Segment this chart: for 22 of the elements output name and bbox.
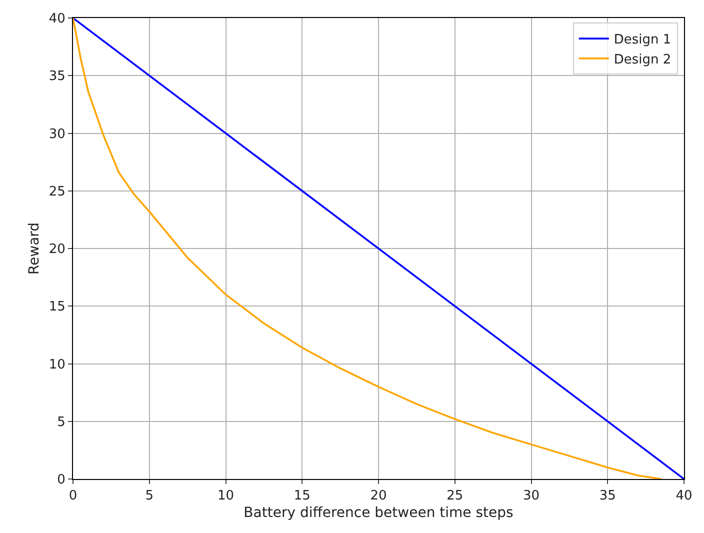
y-tick-label: 40	[48, 12, 66, 27]
x-tick-label: 5	[145, 488, 154, 504]
x-tick-label: 10	[217, 488, 234, 504]
y-tick-label: 30	[48, 126, 66, 142]
x-tick-label: 20	[370, 488, 387, 504]
y-tick-label: 10	[48, 357, 66, 372]
x-tick-label: 25	[446, 488, 464, 504]
y-tick-label: 15	[48, 300, 66, 315]
x-tick-label: 35	[599, 488, 616, 504]
legend-label: Design 2	[614, 52, 672, 68]
y-tick-label: 20	[48, 242, 66, 258]
x-axis-title: Battery difference between time steps	[244, 504, 514, 521]
legend-label: Design 1	[614, 32, 672, 48]
x-tick-label: 30	[522, 488, 540, 504]
y-axis-title: Reward	[26, 222, 42, 275]
x-tick-label: 15	[294, 488, 310, 504]
x-tick-label: 40	[676, 488, 692, 504]
x-tick-label: 0	[68, 488, 78, 504]
y-tick-label: 5	[57, 414, 66, 430]
y-tick-label: 0	[57, 472, 66, 488]
y-tick-label: 25	[48, 184, 66, 200]
y-tick-label: 35	[48, 69, 66, 84]
